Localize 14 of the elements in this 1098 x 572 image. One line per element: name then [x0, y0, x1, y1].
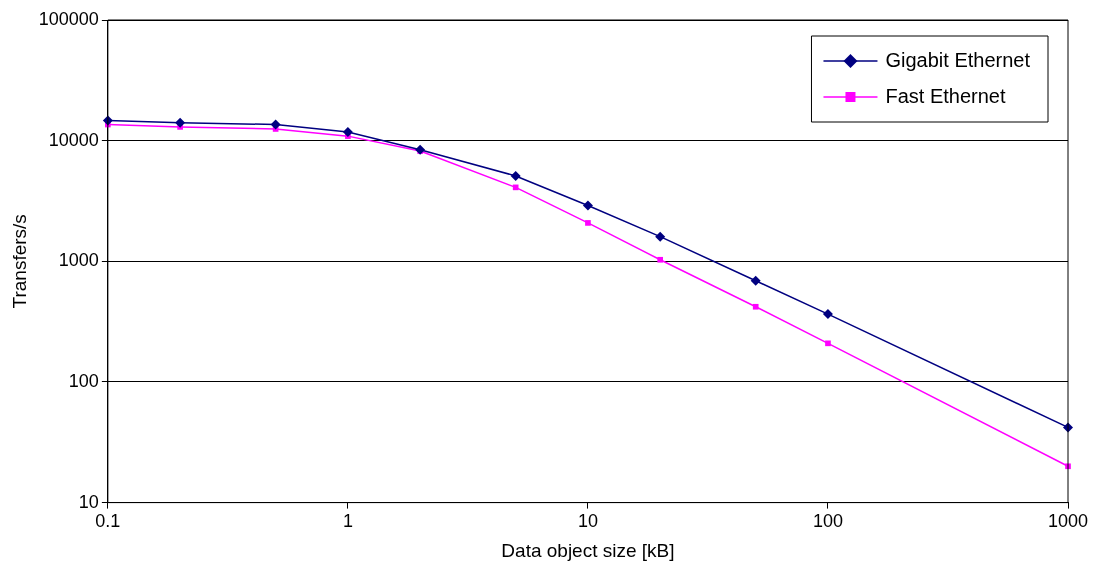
- x-tick-label: 10: [577, 511, 598, 532]
- y-axis-title: Transfers/s: [8, 214, 30, 309]
- x-tick-label: 1: [342, 511, 353, 532]
- y-tick-label: 1000: [58, 250, 99, 271]
- x-tick-label: 100: [812, 511, 843, 532]
- legend-label: Fast Ethernet: [885, 84, 1006, 107]
- x-tick-label: 1000: [1047, 511, 1089, 532]
- y-tick-label: 10000: [48, 129, 99, 150]
- y-tick-label: 100: [68, 370, 99, 391]
- x-axis-title: Data object size [kB]: [501, 539, 675, 561]
- legend-label: Gigabit Ethernet: [885, 48, 1031, 71]
- y-tick-label: 10: [78, 491, 99, 512]
- y-tick-label: 100000: [38, 8, 99, 29]
- x-tick-label: 0.1: [95, 511, 121, 532]
